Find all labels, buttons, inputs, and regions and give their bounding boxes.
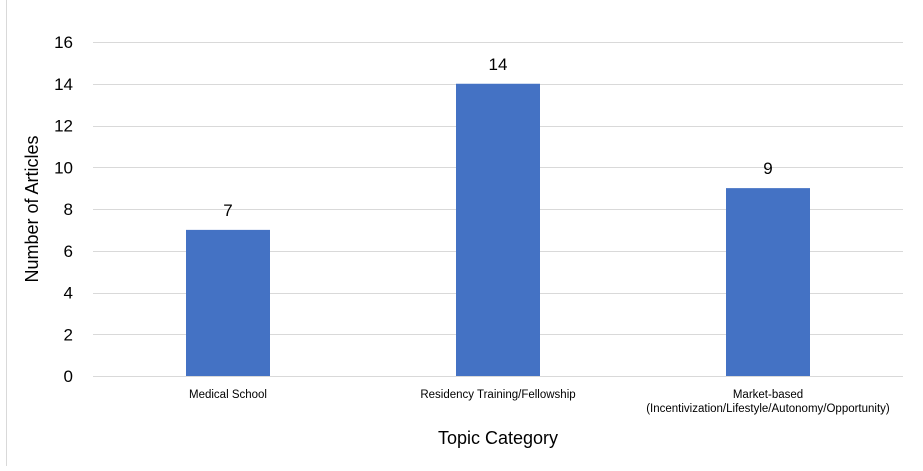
bar (186, 229, 270, 376)
y-tick-label: 8 (64, 200, 73, 219)
y-tick-labels: 0 2 4 6 8 10 12 14 16 (54, 33, 73, 386)
y-tick-label: 14 (54, 75, 73, 94)
bars (186, 83, 810, 376)
bar (726, 188, 810, 376)
data-label: 9 (763, 159, 772, 178)
y-tick-label: 12 (54, 117, 73, 136)
y-tick-label: 16 (54, 33, 73, 52)
data-labels: 7 14 9 (223, 55, 772, 220)
y-axis-label: Number of Articles (22, 135, 42, 282)
x-tick-label: Market-based (733, 389, 803, 401)
y-tick-label: 10 (54, 158, 73, 177)
x-axis-label: Topic Category (438, 428, 558, 448)
y-tick-label: 4 (64, 284, 73, 303)
x-tick-label: Residency Training/Fellowship (420, 389, 575, 401)
bar (456, 83, 540, 376)
y-tick-label: 2 (64, 325, 73, 344)
x-tick-label: (Incentivization/Lifestyle/Autonomy/Oppo… (646, 403, 890, 415)
y-tick-label: 0 (64, 367, 73, 386)
x-tick-labels: Medical School Residency Training/Fellows… (189, 389, 890, 415)
x-tick-label: Medical School (189, 389, 267, 401)
y-tick-label: 6 (64, 242, 73, 261)
data-label: 7 (223, 201, 232, 220)
data-label: 14 (489, 55, 508, 74)
